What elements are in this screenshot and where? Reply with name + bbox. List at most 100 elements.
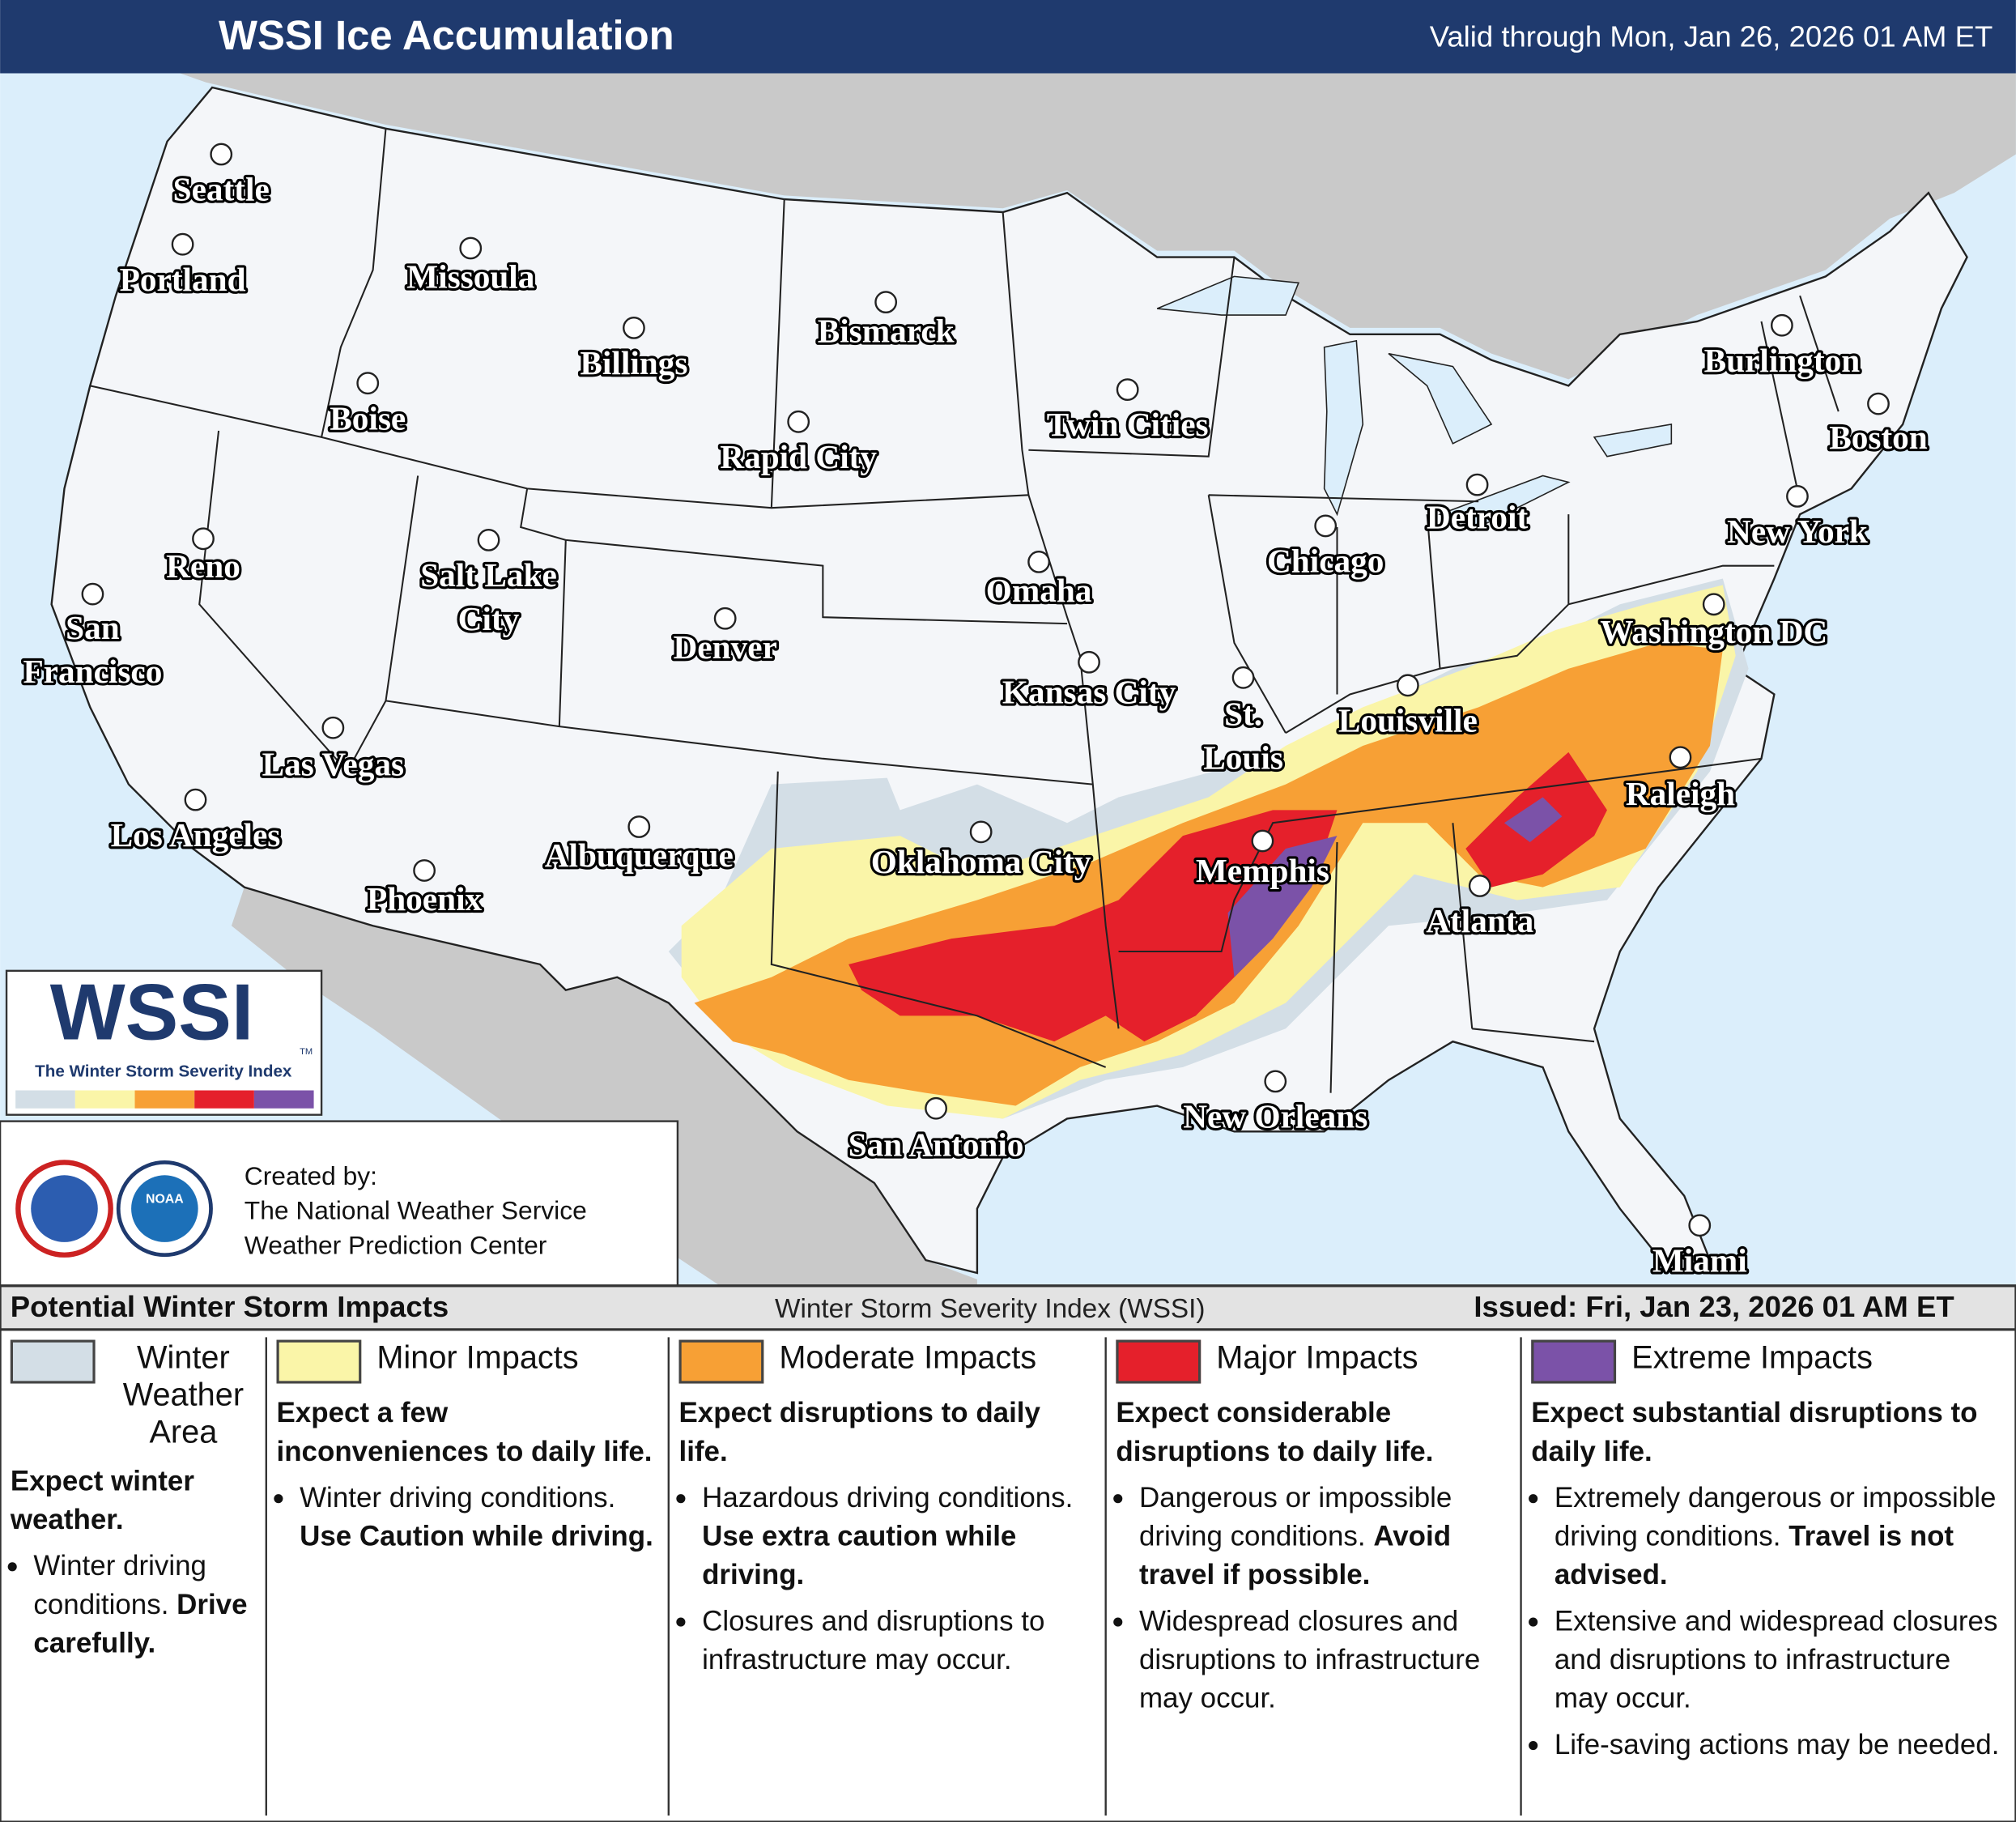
bullet-bold: Travel is not advised. <box>1554 1519 1954 1591</box>
legend-column: Winter Weather Area Expect winter weather… <box>0 1332 266 1820</box>
bullet-list: Winter driving conditions. Use Caution w… <box>277 1479 659 1556</box>
valid-time: Valid through Mon, Jan 26, 2026 01 AM ET <box>1430 19 1993 53</box>
city-marker <box>459 236 483 260</box>
logo-subtitle: The Winter Storm Severity Index <box>35 1062 292 1081</box>
bullet: Extensive and widespread closures and di… <box>1555 1602 2005 1718</box>
bullet: Winter driving conditions. Use Caution w… <box>300 1479 658 1556</box>
bullet-text: Closures and disruptions to infrastructu… <box>702 1604 1045 1675</box>
bullet: Hazardous driving conditions. Use extra … <box>702 1479 1095 1594</box>
bullet: Closures and disruptions to infrastructu… <box>702 1602 1095 1679</box>
legend-column: Minor Impacts Expect a few inconveniences… <box>266 1332 669 1820</box>
state-lines <box>90 128 1839 1093</box>
bullet-bold: Avoid travel if possible. <box>1138 1519 1452 1591</box>
city-label: Boston <box>1829 419 1928 456</box>
bullet-text: Extensive and widespread closures and di… <box>1554 1604 1998 1714</box>
cities: Seattle Portland Missoula Billings Bismarck B… <box>20 143 1930 1282</box>
mexico <box>231 887 977 1286</box>
category-name: Major Impacts <box>1216 1339 1418 1377</box>
city-marker <box>1702 593 1725 616</box>
credit-line: The National Weather Service <box>245 1196 587 1225</box>
bullet-bold: Drive carefully. <box>33 1588 248 1659</box>
city-marker <box>321 716 345 739</box>
wssi-logo: WSSI <box>50 968 254 1057</box>
city-marker <box>1669 746 1692 769</box>
bullet-list: Hazardous driving conditions. Use extra … <box>679 1479 1095 1679</box>
header-bar <box>0 0 2016 74</box>
city-label: San <box>66 609 120 646</box>
strip-swatch <box>15 1090 75 1109</box>
legend-column: Moderate Impacts Expect disruptions to da… <box>669 1332 1106 1820</box>
category-name: Minor Impacts <box>376 1339 579 1377</box>
city-label: Kansas City <box>1002 674 1176 711</box>
impact-areas <box>668 578 1749 1119</box>
logo-color-strip <box>15 1090 314 1109</box>
bullet-list: Dangerous or impossible driving conditio… <box>1116 1479 1510 1718</box>
strip-swatch <box>74 1090 135 1109</box>
state-boundaries <box>90 128 1839 1093</box>
bullet-text: Widespread closures and disruptions to i… <box>1138 1604 1481 1714</box>
city-label: Twin Cities <box>1047 406 1209 443</box>
category-summary: Expect substantial disruptions to daily … <box>1531 1396 1978 1467</box>
city-marker <box>1027 551 1051 573</box>
city-marker <box>969 820 993 844</box>
category-summary: Expect considerable disruptions to daily… <box>1116 1396 1434 1467</box>
lake-michigan <box>1323 339 1364 517</box>
city-label: Raleigh <box>1626 775 1735 812</box>
impact-area <box>849 751 1607 1042</box>
city-label: St. <box>1224 695 1262 732</box>
category-swatch <box>276 1339 362 1384</box>
category-head: Winter Weather Area <box>10 1339 256 1452</box>
city-label: Louis <box>1203 739 1283 776</box>
city-marker <box>1116 378 1139 402</box>
city-label: Burlington <box>1704 342 1861 379</box>
city-marker <box>184 788 207 811</box>
bullet: Life-saving actions may be needed. <box>1555 1726 2005 1765</box>
city-marker <box>787 410 810 433</box>
city-label: Miami <box>1652 1241 1747 1279</box>
city-marker <box>874 291 898 314</box>
city-marker <box>1867 392 1890 415</box>
city-label: Phoenix <box>367 880 483 917</box>
category-swatch <box>1531 1339 1617 1384</box>
city-marker <box>192 527 215 551</box>
category-swatch <box>10 1339 96 1384</box>
city-label: Denver <box>673 628 776 666</box>
city-label: Oklahoma City <box>871 843 1091 880</box>
bullet-text: Extremely dangerous or impossible drivin… <box>1554 1481 1997 1552</box>
city-marker <box>81 582 104 606</box>
city-label: New York <box>1727 513 1868 550</box>
city-label: Las Vegas <box>262 745 404 782</box>
city-marker <box>713 607 737 630</box>
city-marker <box>1396 674 1419 697</box>
city-label: Billings <box>580 344 687 381</box>
us-land <box>50 86 1968 1275</box>
bullet-text: Life-saving actions may be needed. <box>1554 1728 2000 1760</box>
city-label: Francisco <box>23 653 162 690</box>
bullet-list: Extremely dangerous or impossible drivin… <box>1531 1479 2005 1765</box>
noaa-text: NOAA <box>146 1193 184 1207</box>
city-label: Portland <box>120 261 246 298</box>
city-label: Washington DC <box>1600 613 1827 650</box>
lake-superior <box>1156 275 1299 316</box>
city-label: Atlanta <box>1426 902 1533 939</box>
city-marker <box>1231 666 1255 689</box>
city-label: Reno <box>166 547 240 585</box>
category-head: Major Impacts <box>1116 1339 1510 1384</box>
category-name: Moderate Impacts <box>779 1339 1037 1377</box>
category-swatch <box>1116 1339 1202 1384</box>
city-label: Salt Lake <box>420 556 557 594</box>
legend-category: Major Impacts Expect considerable disrupt… <box>1106 1332 1521 1820</box>
city-marker <box>356 372 380 395</box>
credits-box <box>0 1120 679 1288</box>
city-label: Detroit <box>1427 499 1529 536</box>
nws-logo-center <box>31 1175 98 1242</box>
city-marker <box>627 815 651 838</box>
city-marker <box>210 143 233 166</box>
impact-area <box>1227 797 1563 977</box>
city-marker <box>1786 485 1809 508</box>
city-label: Bismarck <box>818 312 955 349</box>
strip-swatch <box>253 1090 314 1109</box>
category-summary: Expect winter weather. <box>10 1464 194 1535</box>
lake-huron <box>1388 352 1493 445</box>
